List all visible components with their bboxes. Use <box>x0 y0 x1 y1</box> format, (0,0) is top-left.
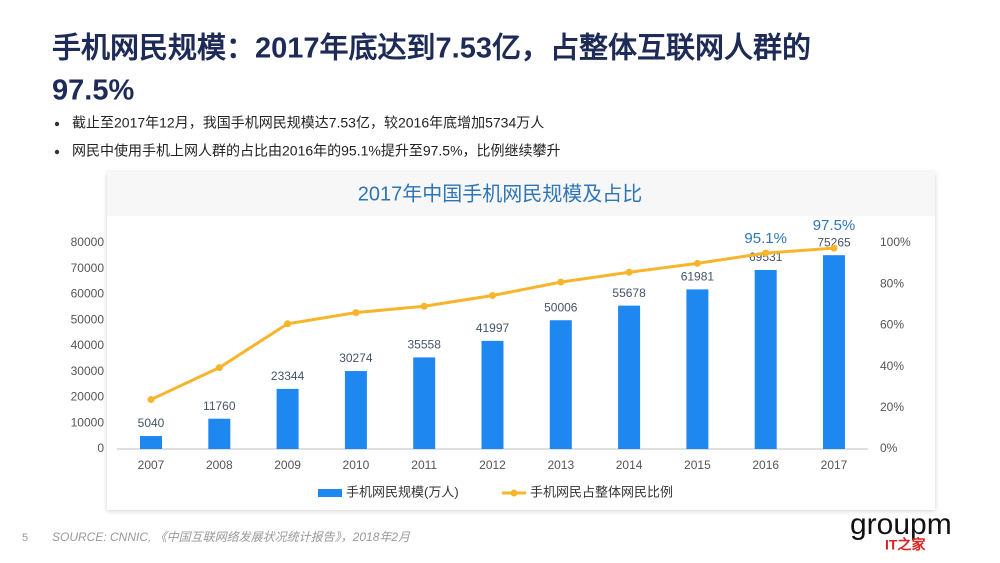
y2-tick-label: 80% <box>880 276 904 290</box>
bar <box>686 289 709 449</box>
bullet-dot <box>54 149 60 155</box>
bar-value-label: 41997 <box>476 321 510 335</box>
x-tick-label: 2008 <box>206 458 233 472</box>
legend-swatch <box>318 489 342 497</box>
y-tick-label: 70000 <box>71 261 105 275</box>
line-value-label: 97.5% <box>813 217 856 234</box>
logo: groupm <box>850 508 952 541</box>
page-number: 5 <box>22 532 28 544</box>
x-tick-label: 2010 <box>343 458 370 472</box>
logo-sub: IT之家 <box>885 537 926 553</box>
bar-value-label: 50006 <box>544 300 578 314</box>
source: SOURCE: CNNIC, 《中国互联网络发展状况统计报告》，2018年2月 <box>52 530 411 544</box>
y2-tick-label: 0% <box>880 441 898 455</box>
line-point <box>830 244 838 252</box>
plot: 0 10000 20000 30000 40000 50000 60000 70000 8000… <box>71 217 911 499</box>
bullet-text: 网民中使用手机上网人群的占比由2016年的95.1%提升至97.5%，比例继续攀… <box>72 143 561 159</box>
slide-title: 97.5% <box>52 75 134 107</box>
bar <box>549 320 572 449</box>
bar-value-label: 75265 <box>817 235 851 249</box>
bar <box>140 436 162 449</box>
chart-title: 2017年中国手机网民规模及占比 <box>358 182 643 205</box>
x-tick-label: 2015 <box>684 458 711 472</box>
bar <box>754 269 777 449</box>
line-point <box>489 292 496 300</box>
y2-tick-label: 20% <box>880 400 904 414</box>
bar-value-label: 35558 <box>408 338 442 352</box>
bar <box>344 371 367 449</box>
legend-label: 手机网民规模(万人) <box>346 484 459 499</box>
x-tick-label: 2009 <box>274 458 301 472</box>
x-tick-label: 2017 <box>821 458 848 472</box>
y-tick-label: 10000 <box>71 415 105 429</box>
line-point <box>693 259 701 267</box>
line-point <box>557 278 565 286</box>
line-point <box>147 396 155 404</box>
y-tick-label: 20000 <box>71 390 105 404</box>
bar <box>276 388 299 449</box>
y-tick-label: 40000 <box>71 338 105 352</box>
bar-value-label: 11760 <box>203 399 236 413</box>
bar-value-label: 23344 <box>271 369 305 383</box>
y-tick-label: 60000 <box>71 287 105 301</box>
bar-value-label: 30274 <box>339 351 373 365</box>
bar <box>823 255 845 449</box>
x-tick-label: 2014 <box>616 458 643 472</box>
y2-tick-label: 40% <box>880 359 904 373</box>
line-point <box>762 249 770 257</box>
bar-value-label: 55678 <box>612 286 646 300</box>
line-value-label: 95.1% <box>744 230 787 247</box>
x-tick-label: 2007 <box>138 458 165 472</box>
y-tick-label: 80000 <box>71 235 105 249</box>
bar <box>413 357 436 449</box>
x-tick-label: 2016 <box>752 458 779 472</box>
legend-swatch <box>510 489 518 497</box>
y2-tick-label: 100% <box>880 235 911 249</box>
line-point <box>625 268 633 276</box>
y-tick-label: 50000 <box>71 312 105 326</box>
bar-value-label: 61981 <box>681 270 715 284</box>
chart-panel <box>107 172 935 510</box>
chart-header <box>107 172 935 216</box>
bar <box>481 340 504 449</box>
line-point <box>284 320 292 328</box>
line-point <box>420 302 428 310</box>
bullet-text: 截止至2017年12月，我国手机网民规模达7.53亿，较2016年底增加5734… <box>72 115 544 131</box>
x-tick-label: 2012 <box>479 458 506 472</box>
bullet-dot <box>54 121 60 127</box>
x-tick-label: 2013 <box>547 458 574 472</box>
bar-value-label: 5040 <box>138 416 165 430</box>
bar <box>208 418 231 449</box>
line-point <box>215 364 223 372</box>
legend-label: 手机网民占整体网民比例 <box>530 484 673 499</box>
y2-tick-label: 60% <box>880 318 904 332</box>
x-tick-label: 2011 <box>411 458 437 472</box>
line-point <box>352 309 360 317</box>
y-tick-label: 30000 <box>71 364 105 378</box>
y-tick-label: 0 <box>97 441 104 455</box>
slide-title: 手机网民规模：2017年底达到7.53亿，占整体互联网人群的 <box>52 31 811 65</box>
bar <box>618 305 641 449</box>
